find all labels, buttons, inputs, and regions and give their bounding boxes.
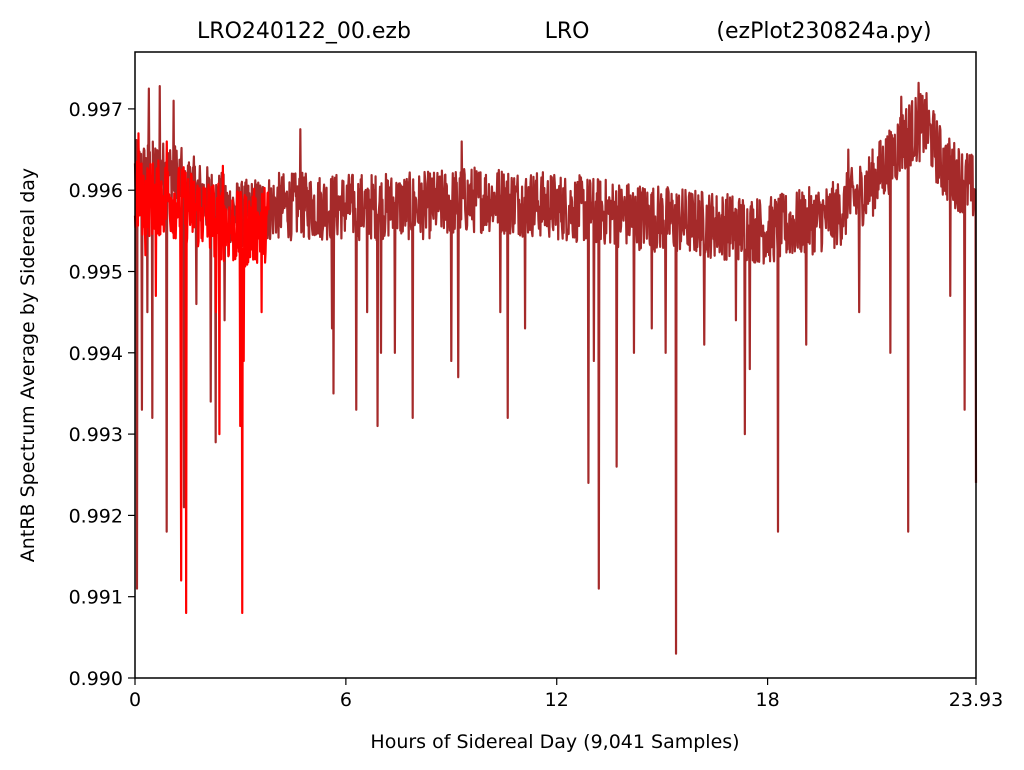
series-layer xyxy=(133,81,978,655)
y-tick-label: 0.995 xyxy=(69,262,123,284)
y-tick-label: 0.991 xyxy=(69,587,123,609)
y-axis-label: AntRB Spectrum Average by Sidereal day xyxy=(17,168,39,562)
y-tick-label: 0.994 xyxy=(69,343,123,365)
chart-title-file: LRO240122_00.ezb xyxy=(197,19,411,44)
y-tick-label: 0.997 xyxy=(69,99,123,121)
series-line-2 xyxy=(133,132,270,615)
chart-title-script: (ezPlot230824a.py) xyxy=(716,19,931,44)
y-tick-label: 0.996 xyxy=(69,180,123,202)
chart-title: LRO240122_00.ezb LRO (ezPlot230824a.py) xyxy=(197,19,932,44)
y-tick-label: 0.993 xyxy=(69,424,123,446)
x-tick-label: 23.93 xyxy=(949,689,1003,711)
x-tick-label: 12 xyxy=(545,689,569,711)
x-tick-label: 18 xyxy=(756,689,780,711)
series-line-1 xyxy=(133,81,978,655)
x-tick-label: 6 xyxy=(340,689,352,711)
chart-title-site: LRO xyxy=(545,19,590,44)
x-axis-label: Hours of Sidereal Day (9,041 Samples) xyxy=(370,731,739,753)
y-tick-label: 0.992 xyxy=(69,505,123,527)
x-axis: 0 6 12 18 23.93 xyxy=(129,678,1003,711)
plot-area-frame xyxy=(134,51,977,679)
y-axis: 0.990 0.991 0.992 0.993 0.994 0.995 0.996 0.997 xyxy=(69,99,135,690)
y-tick-label: 0.990 xyxy=(69,668,123,690)
x-tick-label: 0 xyxy=(129,689,141,711)
